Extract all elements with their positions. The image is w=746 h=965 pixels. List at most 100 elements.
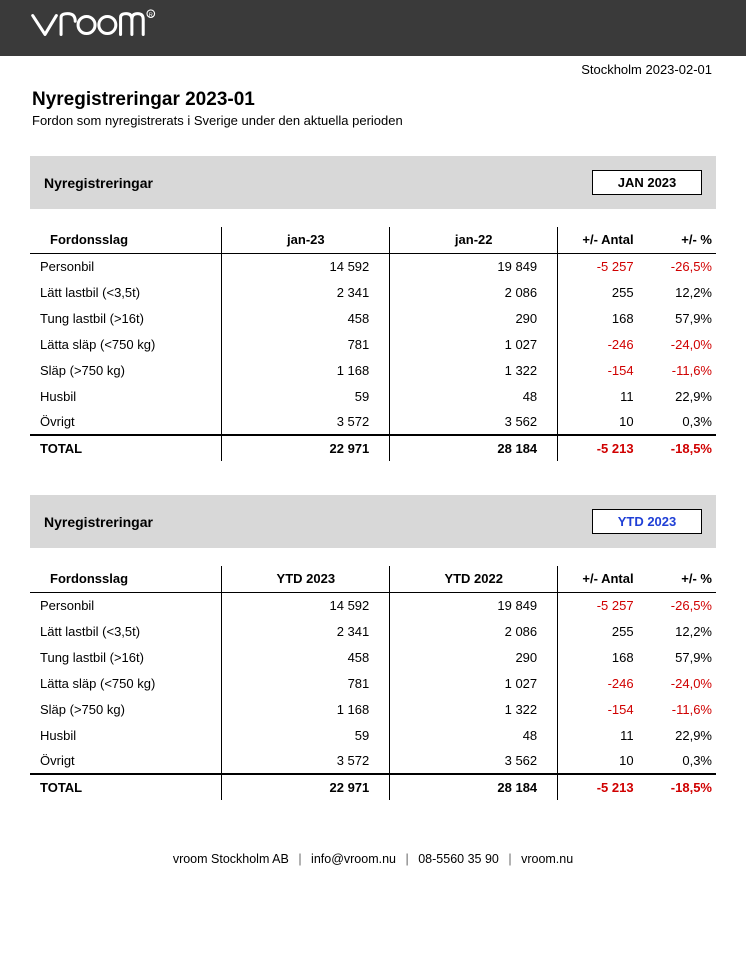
cell-category: Lätta släp (<750 kg): [30, 331, 222, 357]
col-prev: YTD 2022: [390, 566, 558, 592]
col-delta: +/- Antal: [558, 566, 642, 592]
table-total-row: TOTAL 22 971 28 184 -5 213 -18,5%: [30, 435, 716, 461]
cell-pct: -26,5%: [642, 253, 716, 279]
cell-prev: 48: [390, 383, 558, 409]
table-row: Tung lastbil (>16t) 458 290 168 57,9%: [30, 644, 716, 670]
table-row: Lätta släp (<750 kg) 781 1 027 -246 -24,…: [30, 670, 716, 696]
cell-delta: -246: [558, 331, 642, 357]
cell-total-label: TOTAL: [30, 435, 222, 461]
cell-prev: 1 322: [390, 696, 558, 722]
footer-url: vroom.nu: [521, 852, 573, 866]
cell-current: 3 572: [222, 748, 390, 774]
cell-pct: -11,6%: [642, 696, 716, 722]
col-category: Fordonsslag: [30, 566, 222, 592]
cell-delta: 255: [558, 618, 642, 644]
cell-category: Husbil: [30, 722, 222, 748]
cell-prev: 3 562: [390, 748, 558, 774]
cell-delta: -5 257: [558, 592, 642, 618]
cell-total-current: 22 971: [222, 435, 390, 461]
cell-current: 781: [222, 331, 390, 357]
cell-prev: 3 562: [390, 409, 558, 435]
cell-prev: 19 849: [390, 253, 558, 279]
footer-phone: 08-5560 35 90: [418, 852, 499, 866]
cell-current: 59: [222, 383, 390, 409]
table-row: Personbil 14 592 19 849 -5 257 -26,5%: [30, 592, 716, 618]
header-bar: R: [0, 0, 746, 56]
svg-text:R: R: [149, 13, 153, 19]
cell-prev: 1 027: [390, 331, 558, 357]
period-badge: YTD 2023: [592, 509, 702, 534]
cell-category: Lätt lastbil (<3,5t): [30, 279, 222, 305]
col-current: jan-23: [222, 227, 390, 253]
cell-category: Släp (>750 kg): [30, 357, 222, 383]
date-line: Stockholm 2023-02-01: [30, 56, 716, 87]
cell-delta: -154: [558, 357, 642, 383]
data-table: Fordonsslag YTD 2023 YTD 2022 +/- Antal …: [30, 566, 716, 800]
cell-delta: 255: [558, 279, 642, 305]
table-row: Lätt lastbil (<3,5t) 2 341 2 086 255 12,…: [30, 618, 716, 644]
data-table: Fordonsslag jan-23 jan-22 +/- Antal +/- …: [30, 227, 716, 461]
cell-current: 59: [222, 722, 390, 748]
table-row: Personbil 14 592 19 849 -5 257 -26,5%: [30, 253, 716, 279]
page: R Stockholm 2023-02-01 Nyregistreringar …: [0, 0, 746, 880]
cell-category: Övrigt: [30, 409, 222, 435]
table-row: Husbil 59 48 11 22,9%: [30, 722, 716, 748]
cell-category: Husbil: [30, 383, 222, 409]
section-title: Nyregistreringar: [44, 514, 153, 530]
page-subtitle: Fordon som nyregistrerats i Sverige unde…: [32, 113, 716, 128]
cell-current: 781: [222, 670, 390, 696]
cell-delta: 11: [558, 383, 642, 409]
cell-pct: 22,9%: [642, 383, 716, 409]
cell-category: Lätt lastbil (<3,5t): [30, 618, 222, 644]
cell-current: 2 341: [222, 279, 390, 305]
table-row: Tung lastbil (>16t) 458 290 168 57,9%: [30, 305, 716, 331]
page-title: Nyregistreringar 2023-01: [32, 89, 716, 111]
cell-category: Övrigt: [30, 748, 222, 774]
col-current: YTD 2023: [222, 566, 390, 592]
col-prev: jan-22: [390, 227, 558, 253]
content-area: Stockholm 2023-02-01 Nyregistreringar 20…: [0, 56, 746, 800]
section-header: NyregistreringarJAN 2023: [30, 156, 716, 209]
cell-pct: -26,5%: [642, 592, 716, 618]
cell-category: Släp (>750 kg): [30, 696, 222, 722]
cell-category: Lätta släp (<750 kg): [30, 670, 222, 696]
cell-pct: -24,0%: [642, 331, 716, 357]
cell-current: 458: [222, 305, 390, 331]
cell-prev: 48: [390, 722, 558, 748]
cell-delta: 168: [558, 305, 642, 331]
cell-category: Personbil: [30, 253, 222, 279]
cell-current: 14 592: [222, 253, 390, 279]
table-row: Övrigt 3 572 3 562 10 0,3%: [30, 409, 716, 435]
cell-category: Personbil: [30, 592, 222, 618]
cell-pct: 12,2%: [642, 279, 716, 305]
footer-sep: |: [508, 852, 511, 866]
cell-prev: 1 322: [390, 357, 558, 383]
cell-current: 1 168: [222, 357, 390, 383]
cell-delta: -246: [558, 670, 642, 696]
cell-delta: -5 257: [558, 253, 642, 279]
vroom-logo: R: [28, 6, 198, 44]
cell-total-prev: 28 184: [390, 774, 558, 800]
col-category: Fordonsslag: [30, 227, 222, 253]
table-row: Lätta släp (<750 kg) 781 1 027 -246 -24,…: [30, 331, 716, 357]
cell-pct: 0,3%: [642, 748, 716, 774]
cell-total-current: 22 971: [222, 774, 390, 800]
cell-prev: 290: [390, 305, 558, 331]
cell-current: 2 341: [222, 618, 390, 644]
footer-sep: |: [298, 852, 301, 866]
cell-delta: -154: [558, 696, 642, 722]
table-row: Husbil 59 48 11 22,9%: [30, 383, 716, 409]
table-row: Övrigt 3 572 3 562 10 0,3%: [30, 748, 716, 774]
footer-company: vroom Stockholm AB: [173, 852, 289, 866]
cell-total-prev: 28 184: [390, 435, 558, 461]
cell-category: Tung lastbil (>16t): [30, 305, 222, 331]
table-total-row: TOTAL 22 971 28 184 -5 213 -18,5%: [30, 774, 716, 800]
cell-total-delta: -5 213: [558, 435, 642, 461]
cell-current: 14 592: [222, 592, 390, 618]
cell-pct: 57,9%: [642, 305, 716, 331]
cell-delta: 168: [558, 644, 642, 670]
cell-pct: 12,2%: [642, 618, 716, 644]
col-pct: +/- %: [642, 566, 716, 592]
cell-current: 458: [222, 644, 390, 670]
col-pct: +/- %: [642, 227, 716, 253]
